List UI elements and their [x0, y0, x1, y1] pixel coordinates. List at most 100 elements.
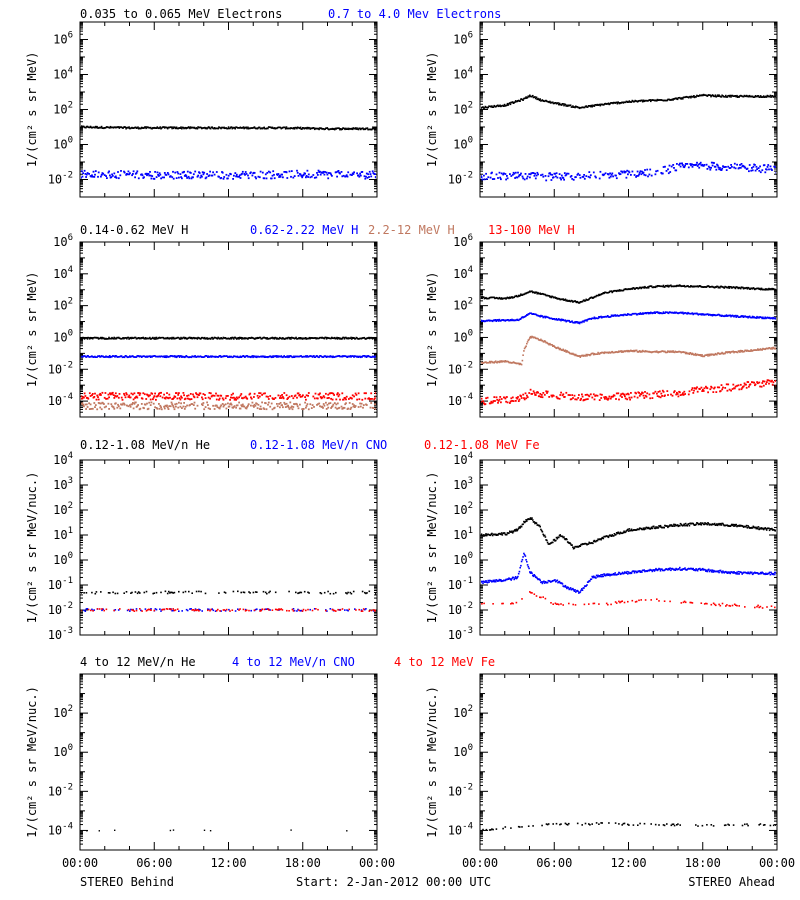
data-point — [507, 104, 510, 106]
data-point — [350, 356, 352, 358]
data-point — [764, 289, 766, 291]
data-point — [189, 398, 191, 401]
data-point — [333, 402, 336, 404]
data-point — [224, 337, 227, 339]
data-point — [180, 336, 182, 339]
data-point — [577, 172, 580, 175]
data-point — [349, 355, 352, 357]
data-point — [175, 126, 178, 129]
data-point — [526, 177, 528, 180]
data-point — [543, 315, 546, 318]
data-point — [126, 337, 128, 340]
data-point — [250, 396, 252, 399]
data-point — [307, 173, 310, 176]
data-point — [736, 94, 738, 97]
data-point — [768, 95, 771, 98]
data-point — [183, 336, 185, 339]
data-point — [109, 393, 112, 396]
data-point — [536, 171, 539, 174]
data-point — [365, 172, 368, 175]
data-point — [198, 172, 201, 174]
data-point — [616, 289, 619, 292]
data-point — [661, 285, 664, 288]
data-point — [590, 318, 593, 320]
data-point — [336, 336, 338, 339]
data-point — [640, 173, 643, 176]
data-point — [560, 319, 562, 322]
data-point — [349, 173, 352, 176]
data-point — [220, 394, 223, 397]
data-point — [520, 293, 522, 295]
data-point — [100, 175, 102, 178]
data-point — [552, 101, 554, 104]
data-point — [213, 394, 216, 397]
data-point — [713, 162, 715, 164]
data-point — [325, 171, 328, 174]
data-point — [153, 338, 156, 340]
data-point — [670, 165, 673, 168]
data-point — [515, 294, 518, 297]
data-point — [247, 338, 249, 340]
data-point — [290, 170, 293, 172]
data-point — [243, 127, 245, 130]
data-point — [365, 404, 368, 406]
data-point — [609, 175, 612, 178]
data-point — [286, 355, 288, 357]
data-point — [679, 162, 681, 165]
data-point — [302, 394, 304, 397]
data-point — [253, 392, 256, 395]
data-point — [208, 126, 211, 129]
data-point — [81, 170, 83, 173]
data-point — [244, 173, 246, 176]
data-point — [571, 106, 573, 108]
data-point — [370, 356, 372, 358]
data-point — [282, 397, 285, 400]
data-point — [327, 393, 330, 396]
data-point — [336, 338, 339, 340]
data-point — [209, 392, 212, 395]
data-point — [370, 336, 372, 339]
data-point — [269, 171, 272, 174]
data-point — [211, 174, 214, 177]
data-point — [275, 337, 277, 339]
data-point — [310, 407, 313, 409]
data-point — [575, 321, 577, 324]
data-point — [648, 173, 651, 176]
data-point — [271, 355, 274, 357]
data-point — [595, 295, 597, 298]
data-point — [218, 175, 220, 178]
data-point — [282, 396, 284, 398]
data-point — [696, 165, 699, 167]
data-point — [611, 172, 614, 175]
data-point — [541, 315, 544, 317]
data-point — [235, 398, 237, 401]
data-point — [365, 356, 368, 358]
data-point — [558, 103, 560, 106]
panel-r1-c2-series-1 — [481, 93, 776, 110]
data-point — [290, 175, 292, 178]
data-point — [763, 288, 766, 291]
data-point — [227, 395, 229, 397]
data-point — [574, 106, 576, 109]
data-point — [207, 404, 209, 406]
data-point — [343, 407, 346, 409]
data-point — [334, 406, 337, 409]
data-point — [265, 177, 268, 180]
data-point — [134, 126, 137, 129]
data-point — [325, 408, 328, 410]
data-point — [688, 96, 691, 98]
data-point — [211, 126, 213, 128]
data-point — [351, 403, 354, 405]
data-point — [345, 174, 348, 177]
data-point — [302, 408, 305, 410]
data-point — [662, 166, 665, 168]
data-point — [716, 95, 718, 98]
data-point — [175, 355, 177, 357]
data-point — [247, 126, 249, 129]
data-point — [369, 173, 372, 175]
data-point — [326, 397, 329, 399]
data-point — [351, 128, 354, 131]
data-point — [558, 318, 560, 320]
data-point — [683, 166, 686, 169]
data-point — [235, 175, 237, 178]
